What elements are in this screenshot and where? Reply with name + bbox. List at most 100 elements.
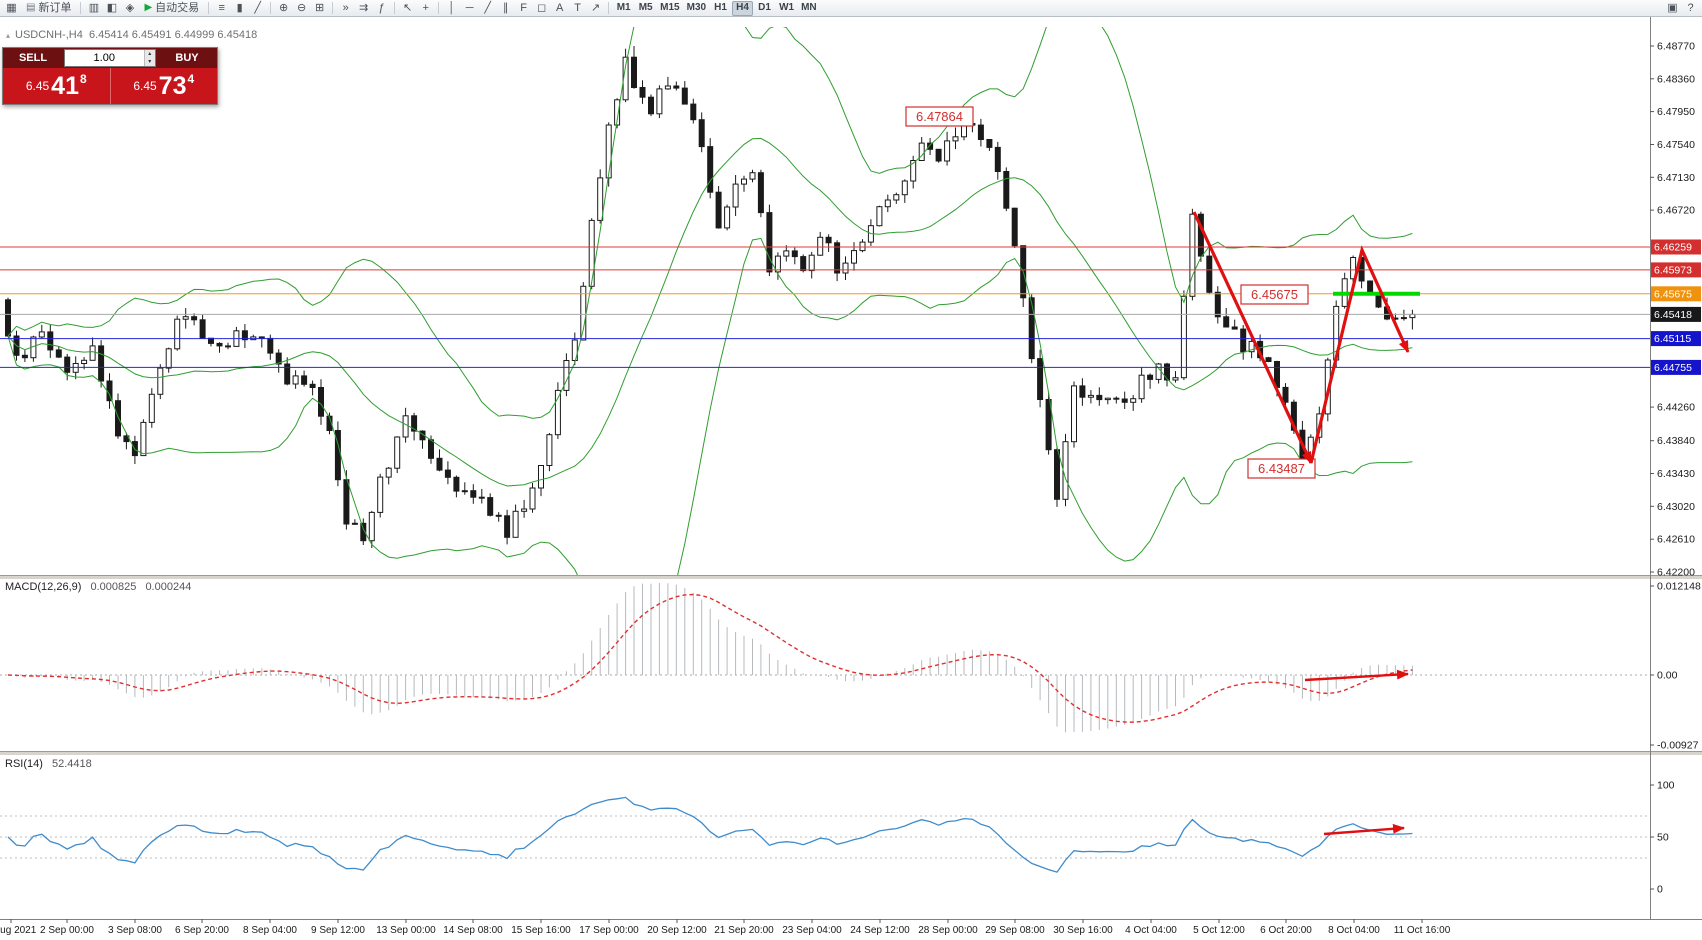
price-level-label[interactable] <box>1651 239 1701 255</box>
trend-arrow[interactable] <box>1309 245 1410 464</box>
price-level-label[interactable] <box>1651 286 1701 302</box>
price-axis-label: 6.48360 <box>1657 73 1695 85</box>
rsi-pane <box>0 796 1650 873</box>
sell-price-prefix: 6.45 <box>25 79 50 93</box>
text-icon[interactable]: A <box>551 1 568 16</box>
time-axis-label: 23 Sep 04:00 <box>782 925 842 936</box>
price-annotation-text: 6.47864 <box>916 109 963 124</box>
price-annotation-box[interactable] <box>1240 284 1309 305</box>
tile-windows-icon[interactable]: ⊞ <box>311 1 328 16</box>
macd-signal-value: 0.000244 <box>145 581 192 593</box>
crosshair-icon[interactable]: + <box>417 1 434 16</box>
time-axis-label: 2 Sep 00:00 <box>40 925 94 936</box>
time-axis-label: 1 Aug 2021 <box>0 925 37 936</box>
candlestick-chart-icon[interactable]: ▮ <box>231 1 248 16</box>
price-annotation-box[interactable] <box>1247 458 1316 479</box>
indicators-icon[interactable]: ƒ <box>373 1 390 16</box>
autotrade-button[interactable]: ▶ 自动交易 <box>139 1 204 16</box>
trendline-icon[interactable]: ╱ <box>479 1 496 16</box>
equidistant-channel-icon[interactable]: ∥ <box>497 1 514 16</box>
annotations: 6.47864 6.45675 6.43487 <box>905 106 1316 479</box>
price-axis[interactable]: 6.48770 6.48360 6.47950 6.47540 6.47130 6.467… <box>1650 41 1701 896</box>
rsi-trend-arrow[interactable] <box>1323 823 1405 836</box>
timeframe-button-mn[interactable]: MN <box>798 1 820 16</box>
time-axis-label: 8 Oct 04:00 <box>1328 925 1380 936</box>
docking-icon[interactable]: ▣ <box>1664 1 1681 16</box>
data-window-icon[interactable]: ◧ <box>103 1 120 16</box>
price-axis-label: 6.43430 <box>1657 468 1695 480</box>
arrows-icon[interactable]: ↗ <box>587 1 604 16</box>
price-axis-label: 6.42200 <box>1657 567 1695 579</box>
timeframe-button-m30[interactable]: M30 <box>684 1 709 16</box>
shapes-icon[interactable]: ◻ <box>533 1 550 16</box>
timeframe-button-m1[interactable]: M1 <box>613 1 634 16</box>
volume-up-button[interactable]: ▴ <box>148 51 152 57</box>
price-level-label[interactable] <box>1651 331 1701 347</box>
vertical-line-icon[interactable]: │ <box>443 1 460 16</box>
one-click-trading-panel: SELL ▴ ▾ BUY 6.45 41 8 6.45 73 4 <box>2 47 218 105</box>
time-axis-label: 17 Sep 00:00 <box>579 925 639 936</box>
price-annotation-text: 6.45675 <box>1251 287 1298 302</box>
navigator-icon[interactable]: ◈ <box>121 1 138 16</box>
toolbar-separator <box>80 2 82 14</box>
one-click-collapse-icon[interactable]: ▴ <box>6 30 11 40</box>
rsi-axis-label: 50 <box>1657 832 1669 844</box>
timeframe-button-h1[interactable]: H1 <box>710 1 731 16</box>
volume-down-button[interactable]: ▾ <box>148 59 152 65</box>
price-level-label[interactable] <box>1651 262 1701 278</box>
time-axis-label: 28 Sep 00:00 <box>918 925 978 936</box>
horizontal-line-icon[interactable]: ─ <box>461 1 478 16</box>
bar-chart-icon[interactable]: ≡ <box>213 1 230 16</box>
svg-text:6.44755: 6.44755 <box>1654 362 1692 374</box>
trade-panel-divider <box>109 68 111 104</box>
cursor-icon[interactable]: ↖ <box>399 1 416 16</box>
sell-tab[interactable]: SELL <box>18 52 48 64</box>
pane-separator[interactable] <box>0 751 1702 755</box>
svg-text:6.46259: 6.46259 <box>1654 242 1692 254</box>
auto-scroll-icon[interactable]: » <box>337 1 354 16</box>
volume-input[interactable] <box>65 50 144 66</box>
buy-price-prefix: 6.45 <box>133 79 157 93</box>
timeframe-button-d1[interactable]: D1 <box>754 1 775 16</box>
market-watch-icon[interactable]: ▥ <box>85 1 102 16</box>
price-axis-label: 6.44260 <box>1657 402 1695 414</box>
price-axis-label: 6.48770 <box>1657 41 1695 53</box>
macd-histogram <box>16 583 1413 733</box>
macd-title-text: MACD(12,26,9) <box>5 581 82 593</box>
buy-tab[interactable]: BUY <box>175 52 199 64</box>
text-label-icon[interactable]: T <box>569 1 586 16</box>
timeframe-button-w1[interactable]: W1 <box>776 1 797 16</box>
trend-arrow[interactable] <box>1192 211 1313 464</box>
sell-button[interactable]: 6.45 41 8 <box>3 68 110 104</box>
macd-trend-arrow[interactable] <box>1304 669 1409 682</box>
chart-shift-icon[interactable]: ⇉ <box>355 1 372 16</box>
price-level-label[interactable] <box>1651 306 1701 322</box>
autotrade-label: 自动交易 <box>155 1 200 14</box>
zoom-in-icon[interactable]: ⊕ <box>275 1 292 16</box>
timeframe-button-m15[interactable]: M15 <box>657 1 682 16</box>
price-annotation-box[interactable] <box>905 106 974 127</box>
charts-menu-icon[interactable]: ▦ <box>3 1 20 16</box>
buy-button[interactable]: 6.45 73 4 <box>111 68 218 104</box>
timeframe-button-m5[interactable]: M5 <box>635 1 656 16</box>
price-axis-label: 6.47950 <box>1657 106 1695 118</box>
svg-text:6.45973: 6.45973 <box>1654 264 1692 276</box>
buy-price-sup: 4 <box>187 72 195 86</box>
price-axis-label: 6.47540 <box>1657 139 1695 151</box>
pane-separator[interactable] <box>0 575 1702 579</box>
time-axis-label: 14 Sep 08:00 <box>443 925 503 936</box>
timeframe-button-h4[interactable]: H4 <box>732 0 754 16</box>
svg-text:6.45418: 6.45418 <box>1654 309 1692 321</box>
zoom-out-icon[interactable]: ⊖ <box>293 1 310 16</box>
macd-axis-label: 0.012148 <box>1657 581 1701 593</box>
new-order-icon: ▤ <box>26 2 36 13</box>
time-axis-label: 9 Sep 12:00 <box>311 925 365 936</box>
price-axis-label: 6.43020 <box>1657 501 1695 513</box>
new-order-button[interactable]: ▤ 新订单 <box>21 1 76 16</box>
fibonacci-icon[interactable]: F <box>515 1 532 16</box>
line-chart-icon[interactable]: ╱ <box>249 1 266 16</box>
help-icon[interactable]: ? <box>1682 1 1699 16</box>
price-level-label[interactable] <box>1651 359 1701 375</box>
